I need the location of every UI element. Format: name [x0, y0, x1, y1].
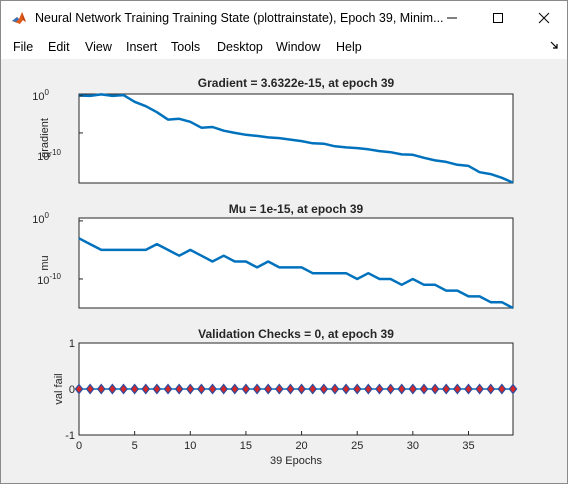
menu-file[interactable]: File — [13, 40, 34, 54]
data-point-marker — [452, 383, 462, 395]
x-tick-label: 35 — [462, 440, 474, 452]
data-point-marker — [319, 383, 329, 395]
menu-tools[interactable]: Tools — [171, 40, 201, 54]
y-axis-label: val fail — [53, 373, 65, 404]
title-bar[interactable]: Neural Network Training Training State (… — [1, 1, 567, 35]
data-point-marker — [430, 383, 440, 395]
window-title: Neural Network Training Training State (… — [35, 11, 444, 25]
close-button[interactable] — [521, 1, 567, 35]
data-point-marker — [174, 383, 184, 395]
y-tick-label: -1 — [65, 430, 75, 442]
data-point-marker — [408, 383, 418, 395]
data-point-marker — [241, 383, 251, 395]
axes-box — [78, 217, 514, 309]
data-point-marker — [475, 383, 484, 395]
maximize-button[interactable] — [475, 1, 521, 35]
data-point-marker — [397, 383, 407, 395]
data-point-marker — [330, 383, 340, 395]
figure-canvas: Gradient = 3.6322e-15, at epoch 39 100 1… — [1, 60, 567, 483]
x-tick-label: 20 — [295, 440, 307, 452]
data-point-marker — [308, 383, 318, 395]
data-point-marker — [197, 383, 206, 395]
data-point-marker — [352, 383, 362, 395]
axes-title: Mu = 1e-15, at epoch 39 — [229, 202, 364, 216]
data-point-marker — [508, 383, 518, 395]
x-tick-label: 30 — [407, 440, 419, 452]
data-point-marker — [219, 383, 229, 395]
data-point-marker — [163, 383, 173, 395]
maximize-icon — [493, 13, 503, 23]
y-tick-label: 0 — [69, 384, 75, 396]
minimize-button[interactable] — [429, 1, 475, 35]
data-point-marker — [419, 383, 429, 395]
series-line — [78, 93, 514, 184]
axes-gradient[interactable]: Gradient = 3.6322e-15, at epoch 39 100 1… — [32, 76, 514, 184]
menu-bar: File Edit View Insert Tools Desktop Wind… — [1, 35, 567, 59]
data-point-marker — [464, 383, 473, 395]
data-point-marker — [341, 383, 351, 395]
x-tick-label: 0 — [76, 440, 82, 452]
menu-desktop[interactable]: Desktop — [217, 40, 263, 54]
x-tick-label: 25 — [351, 440, 363, 452]
axes-box — [78, 93, 514, 184]
data-point-marker — [108, 383, 117, 395]
data-point-marker — [263, 383, 273, 395]
axes-validation[interactable]: Validation Checks = 0, at epoch 39 val f… — [53, 327, 518, 467]
menu-edit[interactable]: Edit — [48, 40, 70, 54]
data-point-marker — [441, 383, 451, 395]
y-tick-label: 100 — [32, 211, 49, 226]
data-point-marker — [375, 383, 384, 395]
matlab-icon — [11, 10, 27, 26]
data-point-marker — [386, 383, 395, 395]
close-icon — [538, 12, 550, 24]
y-tick-label: 10-10 — [37, 272, 61, 287]
series-line — [78, 237, 514, 310]
y-tick-label: 10-10 — [37, 148, 61, 163]
menu-insert[interactable]: Insert — [126, 40, 158, 54]
x-tick-label: 5 — [132, 440, 138, 452]
data-point-marker — [363, 383, 373, 395]
minimize-icon — [447, 17, 457, 19]
data-point-marker — [208, 383, 217, 395]
data-point-marker — [74, 383, 84, 395]
data-point-marker — [96, 383, 106, 395]
data-point-marker — [297, 383, 306, 395]
y-tick-label: 100 — [32, 88, 49, 103]
y-tick-label: 1 — [69, 338, 75, 350]
data-point-marker — [85, 383, 95, 395]
dock-arrow-icon[interactable] — [549, 40, 559, 50]
data-point-marker — [274, 383, 284, 395]
menu-view[interactable]: View — [85, 40, 112, 54]
menu-window[interactable]: Window — [276, 40, 321, 54]
data-point-marker — [286, 383, 295, 395]
data-point-marker — [141, 383, 151, 395]
data-point-marker — [130, 383, 140, 395]
y-axis-label: gradient — [39, 118, 51, 158]
validation-series — [74, 383, 518, 395]
data-point-marker — [185, 383, 195, 395]
data-point-marker — [230, 383, 240, 395]
x-tick-label: 15 — [240, 440, 252, 452]
mu-series — [78, 220, 514, 310]
x-axis-label: 39 Epochs — [270, 455, 322, 467]
x-tick-label: 10 — [184, 440, 196, 452]
menu-help[interactable]: Help — [336, 40, 362, 54]
data-point-marker — [119, 383, 128, 395]
data-point-marker — [497, 383, 507, 395]
axes-title: Gradient = 3.6322e-15, at epoch 39 — [198, 76, 395, 90]
axes-mu[interactable]: Mu = 1e-15, at epoch 39 100 10-10 mu — [32, 202, 514, 310]
axes-title: Validation Checks = 0, at epoch 39 — [198, 327, 394, 341]
data-point-marker — [252, 383, 262, 395]
gradient-series — [78, 93, 514, 184]
plots-svg: Gradient = 3.6322e-15, at epoch 39 100 1… — [32, 76, 518, 467]
y-axis-label: mu — [39, 255, 51, 270]
data-point-marker — [486, 383, 496, 395]
data-point-marker — [152, 383, 162, 395]
